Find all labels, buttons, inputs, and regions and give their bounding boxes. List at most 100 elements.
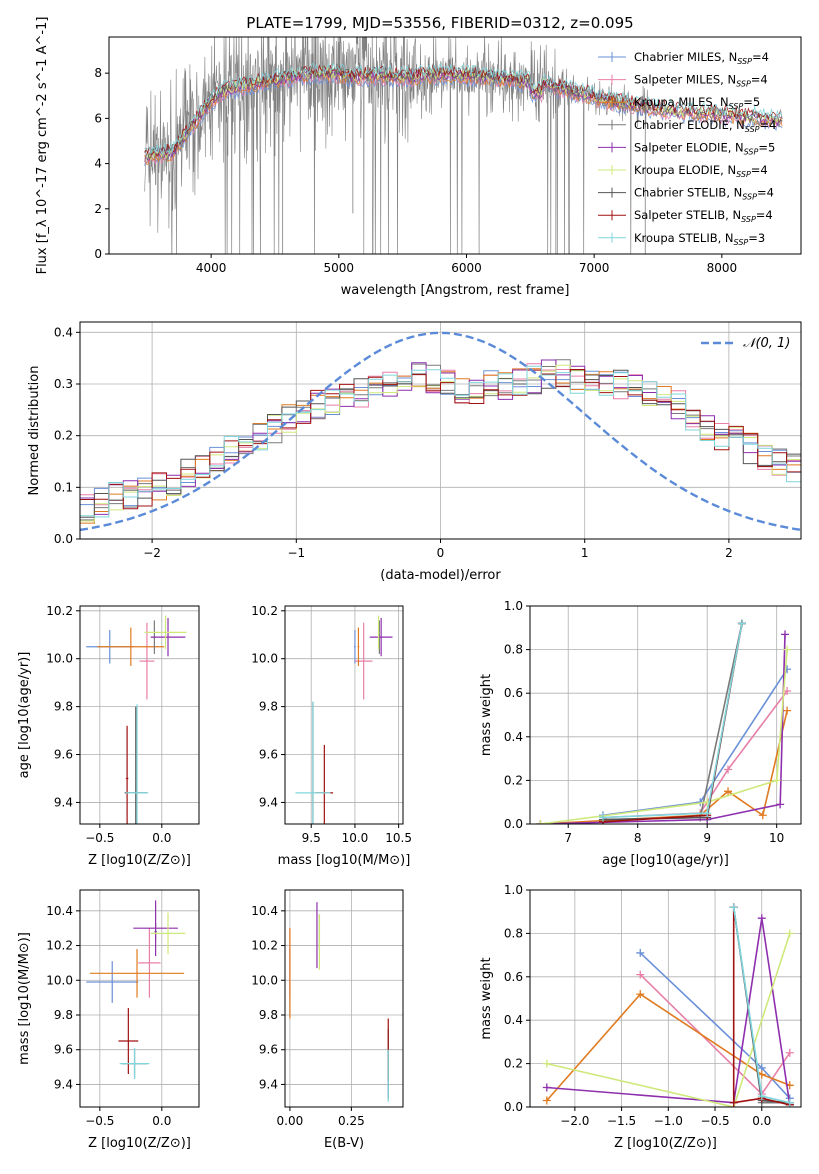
legend-label-kroupa_stelib: Kroupa STELIB, NSSP=3	[634, 231, 765, 247]
y-tick-label: 4	[94, 157, 102, 171]
weight-line-kroupa_miles	[546, 993, 791, 1102]
x-axis-label: (data-model)/error	[380, 568, 501, 583]
y-tick-label: 10.2	[251, 939, 278, 953]
plot-spectrum: 4000 5000 6000 7000 8000 0 2 4 6 8 wavelength [Ang…	[35, 17, 802, 298]
x-tick-label: 6000	[451, 261, 482, 275]
x-tick-label: 0.25	[338, 1114, 365, 1128]
x-axis-label: wavelength [Angstrom, rest frame]	[341, 283, 570, 298]
weight-line-salpeter_elodie	[540, 634, 786, 824]
x-tick-label: 0.0	[152, 1114, 171, 1128]
plot-frame	[529, 889, 802, 1108]
weight-line-salpeter_stelib	[732, 907, 790, 1106]
y-tick-label: 10.0	[251, 652, 278, 666]
y-tick-label: 0.2	[504, 1057, 523, 1071]
weight-marker-kroupa_miles	[758, 811, 767, 820]
y-tick-label: 0.1	[54, 480, 73, 494]
legend-label-chabrier_elodie: Chabrier ELODIE, NSSP=4	[634, 118, 776, 134]
weight-marker-kroupa_miles	[542, 1096, 551, 1105]
weight-marker-kroupa_miles	[724, 787, 733, 796]
weight-marker-kroupa_stelib	[737, 619, 746, 628]
weight-marker-kroupa_stelib	[785, 1098, 794, 1107]
legend-label-chabrier_stelib: Chabrier STELIB, NSSP=4	[634, 186, 774, 202]
errorbars	[86, 615, 187, 824]
y-tick-label: 1.0	[504, 599, 523, 613]
histogram-kroupa_stelib	[80, 365, 801, 518]
weight-marker-kroupa_elodie	[536, 820, 545, 824]
weight-marker-kroupa_stelib	[703, 809, 712, 818]
x-tick-label: 8000	[707, 261, 738, 275]
y-axis-label: Normed distribution	[27, 366, 42, 496]
weight-marker-salpeter_elodie	[542, 1083, 551, 1092]
y-tick-label: 0.4	[504, 730, 523, 744]
weight-marker-kroupa_elodie	[785, 929, 794, 938]
y-tick-label: 9.4	[54, 1077, 73, 1091]
x-tick-label: −0.5	[85, 831, 114, 845]
x-axis-label: Z [log10(Z/Z⊙)]	[88, 853, 191, 868]
y-tick-label: 9.8	[54, 1008, 73, 1022]
y-axis-label: Flux [f_λ 10^-17 erg cm^-2 s^-1 A^-1]	[35, 17, 50, 275]
x-tick-label: 10.0	[342, 831, 369, 845]
spectrum-lines	[144, 37, 783, 254]
y-tick-label: 9.6	[54, 1043, 73, 1057]
weight-line-chabrier_miles	[602, 668, 788, 817]
x-tick-label: −2	[143, 546, 161, 560]
errorbars	[289, 902, 389, 1102]
y-tick-label: 8	[94, 66, 102, 80]
legend-label-normal: 𝒩(0, 1)	[743, 336, 790, 351]
y-tick-label: 1.0	[504, 883, 523, 897]
normal-curve	[80, 331, 801, 532]
weight-marker-kroupa_elodie	[783, 645, 792, 654]
plot-frame	[108, 36, 802, 255]
y-axis-label: mass weight	[479, 957, 494, 1039]
weight-marker-kroupa_miles	[636, 990, 645, 999]
y-tick-label: 9.4	[259, 795, 278, 809]
x-tick-label: 10.5	[385, 831, 412, 845]
weight-line-salpeter_elodie	[546, 918, 791, 1105]
x-tick-label: 1	[581, 546, 589, 560]
histogram-salpeter_stelib	[80, 369, 801, 520]
legend-label-chabrier_miles: Chabrier MILES, NSSP=4	[634, 50, 769, 66]
weight-marker-chabrier_miles	[636, 948, 645, 957]
x-tick-label: −1	[287, 546, 305, 560]
plot-age_vs_mass: 9.5 10.0 10.5 9.4 9.6 9.8 10.0 10.2 mass [log10(…	[251, 604, 412, 868]
x-tick-label: 0.0	[752, 1114, 771, 1128]
y-tick-label: 0.0	[504, 1100, 523, 1114]
y-tick-label: 0.0	[54, 532, 73, 546]
plot-mass_vs_ebv: 0.00 0.25 9.4 9.6 9.8 10.0 10.2 10.4 E(B-V)	[251, 889, 404, 1151]
x-tick-label: 9.5	[302, 831, 321, 845]
x-tick-label: 5000	[324, 261, 355, 275]
y-tick-label: 9.6	[259, 748, 278, 762]
y-tick-label: 10.0	[46, 973, 73, 987]
y-tick-label: 0.2	[504, 773, 523, 787]
y-tick-label: 10.0	[46, 652, 73, 666]
y-axis-label: age [log10(age/yr)]	[17, 652, 32, 779]
weight-marker-kroupa_stelib	[757, 1092, 766, 1101]
weight-marker-salpeter_stelib	[729, 1098, 738, 1107]
weight-marker-salpeter_miles	[785, 1048, 794, 1057]
histograms	[80, 331, 801, 532]
x-axis-label: E(B-V)	[324, 1136, 364, 1151]
plot-age_vs_Z: −0.5 0.0 9.4 9.6 9.8 10.0 10.2 Z [log10(Z/Z⊙)] a…	[17, 604, 200, 868]
y-tick-label: 9.6	[259, 1043, 278, 1057]
x-axis-label: mass [log10(M/M⊙)]	[278, 853, 411, 868]
y-tick-label: 0.6	[504, 970, 523, 984]
y-tick-label: 10.0	[251, 973, 278, 987]
y-tick-label: 9.8	[259, 700, 278, 714]
y-tick-label: 10.2	[46, 939, 73, 953]
x-tick-label: 0	[437, 546, 445, 560]
errorbars	[295, 615, 393, 824]
x-tick-label: 0.0	[152, 831, 171, 845]
y-tick-label: 2	[94, 202, 102, 216]
weight-line-salpeter_miles	[602, 690, 788, 819]
weight-marker-salpeter_miles	[724, 765, 733, 774]
x-axis-label: Z [log10(Z/Z⊙)]	[614, 1136, 717, 1151]
legend-label-kroupa_elodie: Kroupa ELODIE, NSSP=4	[634, 163, 768, 179]
x-tick-label: 7000	[579, 261, 610, 275]
x-tick-label: 7	[564, 831, 572, 845]
weight-line-chabrier_elodie	[602, 623, 743, 821]
plot-frame	[79, 321, 802, 540]
legend-label-salpeter_stelib: Salpeter STELIB, NSSP=4	[634, 208, 773, 224]
weight-marker-salpeter_elodie	[781, 630, 790, 639]
histogram-kroupa_elodie	[80, 364, 801, 522]
x-tick-label: −1.5	[607, 1114, 636, 1128]
